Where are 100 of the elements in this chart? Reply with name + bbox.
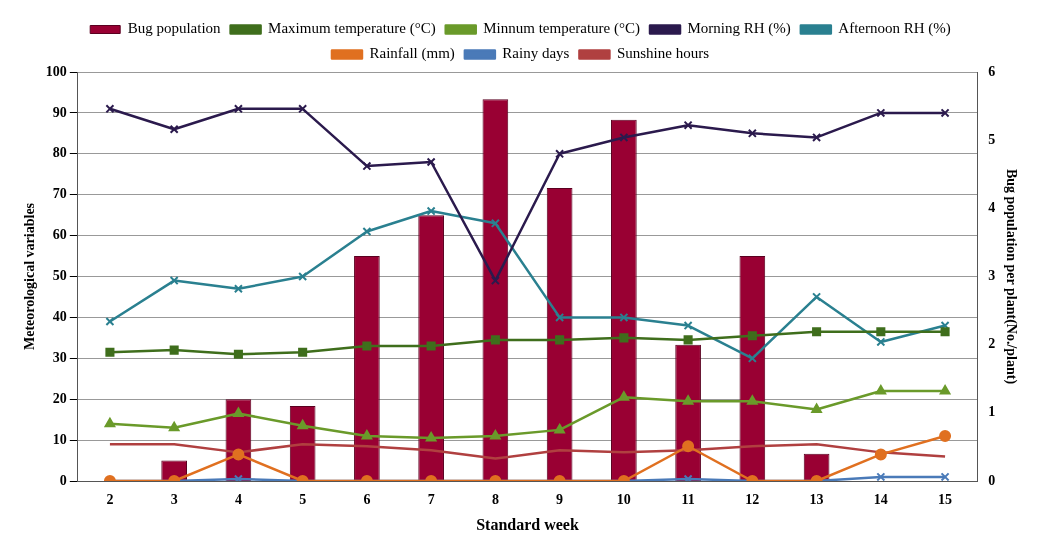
x-tick-label: 10 [616,492,631,508]
point [104,417,116,428]
y-axis-title: Meteorological variables [22,202,38,351]
point [618,391,630,401]
point [682,395,694,405]
x-tick-label: 13 [809,492,824,508]
point [232,448,245,461]
point [105,104,115,114]
y2-tick-label: 4 [988,199,996,215]
point [168,421,180,432]
y2-tick-label: 0 [988,472,996,488]
point [490,218,500,228]
x-axis-title: Standard week [476,515,579,533]
point [105,316,115,327]
point [939,430,952,443]
legend-label: Minnum temperature (°C) [483,20,641,38]
x-tick-label: 12 [745,492,760,508]
y-tick-label: 50 [52,268,67,284]
point [874,448,887,461]
point [811,403,822,413]
point [940,327,950,337]
point [233,407,244,418]
y-tick-label: 80 [52,145,67,161]
x-tick-label: 2 [106,492,114,508]
point [619,132,629,142]
point [298,271,308,282]
point [233,349,243,359]
point [362,341,372,351]
point [169,345,179,355]
legend-label: Sunshine hours [616,45,710,62]
point [297,419,308,430]
point [747,395,758,405]
point [812,292,822,302]
point [940,108,950,118]
legend-label: Rainy days [502,45,570,62]
point [683,335,693,345]
point [683,321,693,331]
point [490,335,500,345]
point [876,327,886,337]
point [169,276,179,286]
y-tick-label: 90 [52,104,67,120]
y-tick-label: 10 [52,431,67,447]
point [555,335,565,345]
x-tick-label: 14 [873,492,888,508]
point [747,128,757,138]
point [426,206,436,216]
point [555,312,565,322]
y-tick-label: 20 [52,390,67,406]
x-tick-label: 6 [363,492,371,508]
point [876,337,886,347]
point [875,385,887,395]
y2-tick-label: 5 [988,131,996,147]
legend-label: Rainfall (mm) [369,45,455,63]
point [555,149,565,159]
point [233,284,243,294]
point [747,331,757,341]
legend-label: Bug population [127,20,222,37]
point [876,472,886,481]
x-tick-label: 11 [681,492,695,508]
legend-label: Maximum temperature (°C) [268,20,436,38]
y-tick-label: 70 [52,186,67,202]
x-tick-label: 7 [427,492,435,508]
x-tick-label: 3 [170,492,178,508]
y2-tick-label: 2 [988,336,996,352]
point [876,108,886,118]
point [747,353,757,363]
point [169,124,179,134]
point [682,440,695,453]
point [425,432,437,442]
point [812,132,822,142]
legend-label: Afternoon RH (%) [838,20,951,38]
point [426,341,436,351]
y-tick-label: 40 [52,309,67,325]
legend-label: Morning RH (%) [687,20,791,38]
point [812,327,822,337]
point [105,347,115,357]
y2-tick-label: 1 [988,404,996,420]
x-tick-label: 8 [491,492,499,508]
point [298,104,308,114]
point [362,226,372,237]
y-tick-label: 100 [45,63,67,79]
y-tick-label: 60 [52,227,67,243]
y2-axis-title: Bug population per plant(No./plant) [1002,168,1019,385]
point [490,276,500,286]
point [298,347,308,357]
point [683,120,693,130]
point [683,474,693,481]
x-tick-label: 15 [938,492,953,508]
point [619,312,629,322]
x-tick-label: 5 [299,492,307,508]
x-tick-label: 9 [556,492,564,508]
point [233,104,243,114]
point [554,423,565,434]
y-tick-label: 30 [52,349,67,365]
y2-tick-label: 3 [988,268,996,284]
x-tick-label: 4 [234,492,242,508]
point [619,333,629,343]
y2-tick-label: 6 [988,63,996,79]
point [940,472,950,481]
point [426,157,436,167]
